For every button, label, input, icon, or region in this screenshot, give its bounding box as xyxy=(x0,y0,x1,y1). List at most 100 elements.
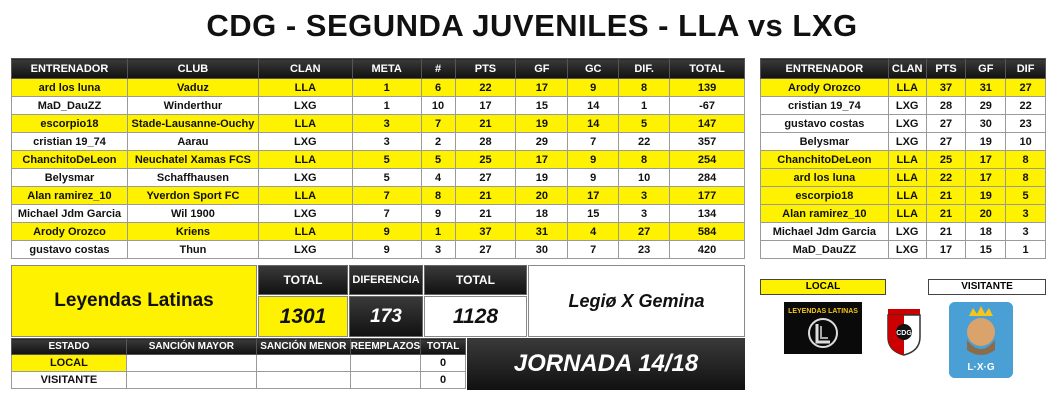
visit-total-label: TOTAL xyxy=(424,265,527,295)
goals-for-cell: 18 xyxy=(515,204,569,223)
column-header: # xyxy=(420,58,456,79)
total-cell: 139 xyxy=(669,78,745,97)
club-cell: Wil 1900 xyxy=(126,204,259,223)
total-cell: 357 xyxy=(669,132,745,151)
goals-for-cell: 30 xyxy=(965,114,1007,133)
points-cell: 27 xyxy=(925,114,967,133)
goals-for-cell: 29 xyxy=(965,96,1007,115)
goals-for-cell: 15 xyxy=(515,96,569,115)
coach-cell: Belysmar xyxy=(760,132,889,151)
goal-diff-cell: 10 xyxy=(1005,132,1046,151)
table-row: Michael Jdm Garcia Wil 1900 LXG 7 9 21 18 15 3 13… xyxy=(11,204,745,223)
status-cell: VISITANTE xyxy=(11,371,127,389)
table-row: Alan ramirez_10 LLA 21 20 3 xyxy=(760,204,1046,223)
table-row: Belysmar Schaffhausen LXG 5 4 27 19 9 10 284 xyxy=(11,168,745,187)
goal-diff-cell: 22 xyxy=(1005,96,1046,115)
total-cell: 147 xyxy=(669,114,745,133)
table-row: ChanchitoDeLeon LLA 25 17 8 xyxy=(760,150,1046,169)
clan-cell: LXG xyxy=(257,168,353,187)
total-cell: 284 xyxy=(669,168,745,187)
total-cell: 134 xyxy=(669,204,745,223)
points-cell: 27 xyxy=(925,132,967,151)
table-row: ard los luna LLA 22 17 8 xyxy=(760,168,1046,187)
club-cell: Winderthur xyxy=(126,96,259,115)
column-header: DIF xyxy=(1005,58,1046,79)
points-cell: 21 xyxy=(925,204,967,223)
column-header: GF xyxy=(965,58,1007,79)
coach-cell: ChanchitoDeLeon xyxy=(760,150,889,169)
major-sanction-cell xyxy=(125,354,257,372)
points-cell: 25 xyxy=(925,150,967,169)
table-row: MaD_DauZZ LXG 17 15 1 xyxy=(760,240,1046,259)
coach-cell: cristian 19_74 xyxy=(11,132,128,151)
goal-diff-cell: 8 xyxy=(618,78,671,97)
logo-left-text: LEYENDAS LATINAS xyxy=(788,308,858,315)
meta-cell: 9 xyxy=(351,240,422,259)
meta-cell: 9 xyxy=(351,222,422,241)
coach-cell: ard los luna xyxy=(11,78,128,97)
goals-against-cell: 7 xyxy=(567,132,620,151)
clan-cell: LLA xyxy=(257,150,353,169)
rank-cell: 3 xyxy=(420,240,456,259)
local-team-name: Leyendas Latinas xyxy=(11,265,257,337)
clan-cell: LXG xyxy=(257,96,353,115)
goals-for-cell: 19 xyxy=(965,132,1007,151)
column-header: PTS xyxy=(454,58,517,79)
points-cell: 27 xyxy=(454,168,517,187)
goals-for-cell: 29 xyxy=(515,132,569,151)
goals-against-cell: 14 xyxy=(567,114,620,133)
goals-for-cell: 17 xyxy=(965,168,1007,187)
goal-diff-cell: 8 xyxy=(1005,150,1046,169)
clan-cell: LXG xyxy=(887,240,927,259)
goals-against-cell: 15 xyxy=(567,204,620,223)
table-row: gustavo costas LXG 27 30 23 xyxy=(760,114,1046,133)
club-cell: Yverdon Sport FC xyxy=(126,186,259,205)
goals-against-cell: 14 xyxy=(567,96,620,115)
total-cell: 420 xyxy=(669,240,745,259)
clan-cell: LXG xyxy=(257,240,353,259)
logo-right-text: L·X·G xyxy=(967,362,994,373)
points-cell: 27 xyxy=(454,240,517,259)
points-cell: 28 xyxy=(454,132,517,151)
points-cell: 37 xyxy=(925,78,967,97)
coach-cell: Arody Orozco xyxy=(760,78,889,97)
points-cell: 28 xyxy=(925,96,967,115)
cdg-crest-logo: CDG xyxy=(884,305,924,357)
total-cell: 0 xyxy=(420,371,466,389)
column-header: CLAN xyxy=(887,58,927,79)
goal-diff-cell: 10 xyxy=(618,168,671,187)
leyendas-latinas-logo: LEYENDAS LATINAS xyxy=(784,302,862,354)
club-cell: Kriens xyxy=(126,222,259,241)
goal-diff-cell: 23 xyxy=(1005,114,1046,133)
sanctions-table: ESTADO SANCIÓN MAYOR SANCIÓN MENOR REEMPLAZ… xyxy=(11,338,466,389)
coach-cell: Alan ramirez_10 xyxy=(11,186,128,205)
coach-cell: escorpio18 xyxy=(11,114,128,133)
coach-cell: cristian 19_74 xyxy=(760,96,889,115)
total-cell: 584 xyxy=(669,222,745,241)
goal-diff-cell: 1 xyxy=(1005,240,1046,259)
clan-cell: LXG xyxy=(887,222,927,241)
goals-for-cell: 19 xyxy=(515,114,569,133)
rank-cell: 6 xyxy=(420,78,456,97)
rank-cell: 10 xyxy=(420,96,456,115)
goals-against-cell: 7 xyxy=(567,240,620,259)
goal-diff-cell: 22 xyxy=(618,132,671,151)
rank-cell: 4 xyxy=(420,168,456,187)
clan-cell: LXG xyxy=(887,132,927,151)
meta-cell: 7 xyxy=(351,204,422,223)
clan-cell: LLA xyxy=(257,186,353,205)
goals-for-cell: 19 xyxy=(965,186,1007,205)
goals-for-cell: 31 xyxy=(965,78,1007,97)
table-row: cristian 19_74 LXG 28 29 22 xyxy=(760,96,1046,115)
column-header: GF xyxy=(515,58,569,79)
rank-cell: 1 xyxy=(420,222,456,241)
club-cell: Vaduz xyxy=(126,78,259,97)
table-row: ard los luna Vaduz LLA 1 6 22 17 9 8 139 xyxy=(11,78,745,97)
goals-against-cell: 9 xyxy=(567,168,620,187)
local-total-label: TOTAL xyxy=(258,265,348,295)
table-row: Arody Orozco LLA 37 31 27 xyxy=(760,78,1046,97)
goals-for-cell: 19 xyxy=(515,168,569,187)
points-cell: 22 xyxy=(925,168,967,187)
meta-cell: 3 xyxy=(351,132,422,151)
goal-diff-cell: 8 xyxy=(1005,168,1046,187)
